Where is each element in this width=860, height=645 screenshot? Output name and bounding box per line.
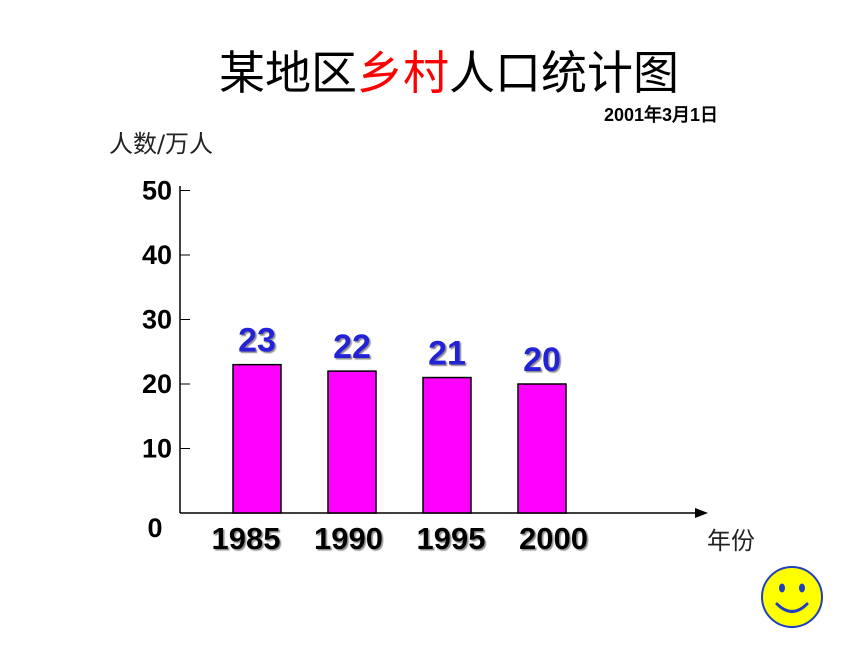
y-tick-label-zero: 0 (147, 513, 162, 543)
data-labels: 23 22 21 20 (238, 322, 561, 379)
bar-1990 (327, 370, 377, 514)
data-label-1985: 23 (238, 322, 276, 360)
bar-2000 (517, 383, 567, 514)
x-axis-arrow (695, 508, 708, 518)
x-axis-tick-labels: 1985 1990 1995 2000 (212, 521, 588, 556)
data-label-1990: 22 (333, 328, 371, 366)
smiley-face-icon (761, 566, 823, 628)
y-axis-label: 人数/万人 (109, 130, 213, 158)
title-segment-1: 某地区 (219, 46, 357, 100)
smiley-face-circle (761, 566, 823, 628)
y-tick-label: 30 (142, 305, 172, 335)
data-label-1995: 21 (428, 335, 466, 373)
y-axis-ticks: 0 10 20 30 40 50 (142, 176, 190, 543)
y-tick-label: 50 (142, 176, 172, 206)
y-tick-label: 20 (142, 369, 172, 399)
title-segment-highlight: 乡村 (357, 46, 449, 100)
bar-1985 (232, 363, 282, 514)
x-tick-label-1990: 1990 (314, 521, 383, 556)
chart-date: 2001年3月1日 (604, 104, 718, 125)
x-tick-label-1985: 1985 (212, 521, 281, 556)
x-tick-label-2000: 2000 (519, 521, 588, 556)
chart-title: 某地区乡村人口统计图 (219, 46, 679, 100)
title-segment-3: 人口统计图 (449, 46, 679, 100)
smiley-right-eye (799, 583, 805, 593)
x-axis-label: 年份 (707, 527, 755, 555)
x-tick-label-1995: 1995 (417, 521, 486, 556)
y-tick-label: 10 (142, 434, 172, 464)
data-label-2000: 20 (523, 341, 561, 379)
y-tick-label: 40 (142, 240, 172, 270)
bar-1995 (422, 376, 472, 514)
smiley-left-eye (779, 583, 785, 593)
smiley-mouth (775, 602, 809, 613)
bars (232, 363, 567, 514)
